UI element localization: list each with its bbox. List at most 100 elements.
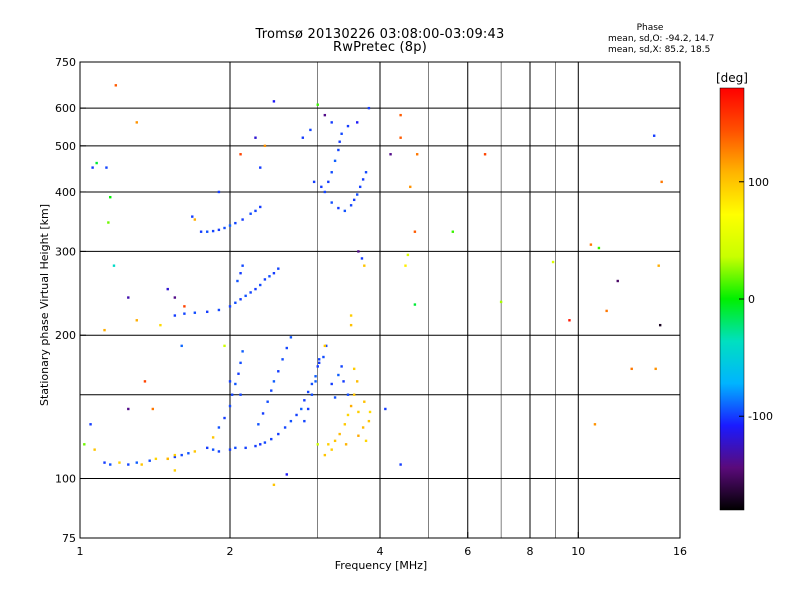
data-point bbox=[257, 423, 260, 426]
data-point bbox=[259, 443, 262, 446]
data-point bbox=[277, 370, 280, 373]
data-point bbox=[338, 140, 341, 143]
data-point bbox=[349, 404, 353, 408]
data-point bbox=[589, 243, 593, 246]
data-point bbox=[228, 448, 232, 451]
data-point bbox=[309, 128, 312, 132]
data-point bbox=[261, 412, 265, 415]
data-point bbox=[283, 426, 287, 429]
data-point bbox=[323, 453, 327, 457]
y-axis-label: Stationary phase Virtual Height [km] bbox=[38, 204, 51, 406]
data-point bbox=[616, 279, 619, 283]
data-point bbox=[183, 312, 186, 315]
data-point bbox=[363, 264, 366, 267]
data-point bbox=[127, 407, 130, 411]
data-point bbox=[384, 407, 387, 411]
data-point bbox=[93, 448, 96, 451]
data-point bbox=[135, 319, 138, 322]
data-point bbox=[118, 461, 121, 464]
y-tick-label: 500 bbox=[55, 140, 76, 153]
data-point bbox=[325, 344, 328, 348]
y-tick-label: 400 bbox=[55, 186, 76, 199]
data-point bbox=[317, 361, 321, 365]
data-point bbox=[109, 463, 112, 466]
data-point bbox=[346, 124, 350, 128]
data-point bbox=[323, 190, 327, 194]
tick-labels-layer: 1 2 4 6 8 10 16 75 100 200 300 400 500 600 750 bbox=[55, 56, 687, 558]
data-point bbox=[159, 323, 162, 327]
data-point bbox=[127, 463, 130, 466]
data-point bbox=[660, 180, 663, 184]
data-point bbox=[355, 121, 359, 124]
data-point bbox=[254, 209, 257, 213]
data-point bbox=[187, 452, 190, 455]
data-point bbox=[295, 413, 298, 417]
data-point bbox=[333, 159, 337, 163]
data-point bbox=[406, 253, 410, 257]
data-point bbox=[193, 218, 197, 221]
data-point bbox=[272, 272, 276, 275]
data-point bbox=[399, 463, 402, 466]
data-point bbox=[281, 358, 284, 361]
data-point bbox=[355, 193, 359, 196]
data-point bbox=[234, 301, 237, 304]
data-point bbox=[361, 426, 365, 429]
y-tick-label: 200 bbox=[55, 329, 76, 342]
y-tick-label: 750 bbox=[55, 56, 76, 69]
data-point bbox=[303, 399, 306, 402]
data-point bbox=[415, 153, 419, 156]
data-point bbox=[597, 246, 601, 250]
data-point bbox=[228, 305, 232, 308]
data-point bbox=[263, 144, 267, 148]
data-point bbox=[330, 201, 333, 204]
data-point bbox=[191, 215, 194, 218]
data-point bbox=[107, 221, 110, 224]
data-point bbox=[317, 358, 321, 361]
data-point bbox=[333, 439, 337, 443]
data-point bbox=[244, 446, 247, 450]
data-point bbox=[236, 279, 239, 283]
x-tick-label: 16 bbox=[673, 545, 687, 558]
data-point bbox=[244, 294, 247, 298]
data-point bbox=[180, 453, 183, 457]
phase-stats-o-mode: mean, sd,O: -94.2, 14.7 bbox=[608, 34, 715, 44]
data-point bbox=[103, 328, 106, 332]
data-point bbox=[249, 212, 252, 215]
data-point bbox=[234, 382, 237, 386]
data-point bbox=[364, 439, 368, 443]
data-point bbox=[180, 344, 183, 348]
data-point bbox=[259, 205, 262, 209]
data-point bbox=[259, 166, 262, 169]
data-point bbox=[205, 230, 209, 233]
data-point bbox=[652, 134, 656, 137]
data-point bbox=[367, 106, 371, 110]
grid-layer bbox=[80, 62, 680, 538]
data-point bbox=[173, 455, 177, 459]
y-tick-label: 100 bbox=[55, 473, 76, 486]
data-point bbox=[217, 426, 221, 429]
data-point bbox=[330, 121, 333, 124]
colorbar-tick-label: -100 bbox=[748, 410, 773, 423]
data-point bbox=[285, 473, 288, 476]
data-point bbox=[228, 380, 232, 383]
data-point bbox=[399, 113, 402, 117]
data-point bbox=[340, 365, 343, 368]
data-point bbox=[239, 361, 242, 365]
data-point bbox=[114, 84, 118, 87]
data-point bbox=[301, 136, 305, 139]
colorbar-tick-label: 0 bbox=[748, 293, 755, 306]
data-point bbox=[389, 153, 392, 156]
data-point bbox=[254, 287, 257, 291]
data-point bbox=[289, 336, 293, 339]
data-point bbox=[310, 382, 314, 386]
data-point bbox=[237, 372, 240, 375]
data-point bbox=[217, 190, 221, 194]
data-point bbox=[316, 103, 319, 106]
data-point bbox=[346, 413, 350, 417]
data-point bbox=[630, 367, 633, 371]
data-point bbox=[254, 136, 257, 139]
data-point bbox=[413, 303, 417, 306]
colorbar-ticks: 100 0 -100 bbox=[739, 176, 773, 423]
x-axis-label: Frequency [MHz] bbox=[335, 559, 427, 572]
